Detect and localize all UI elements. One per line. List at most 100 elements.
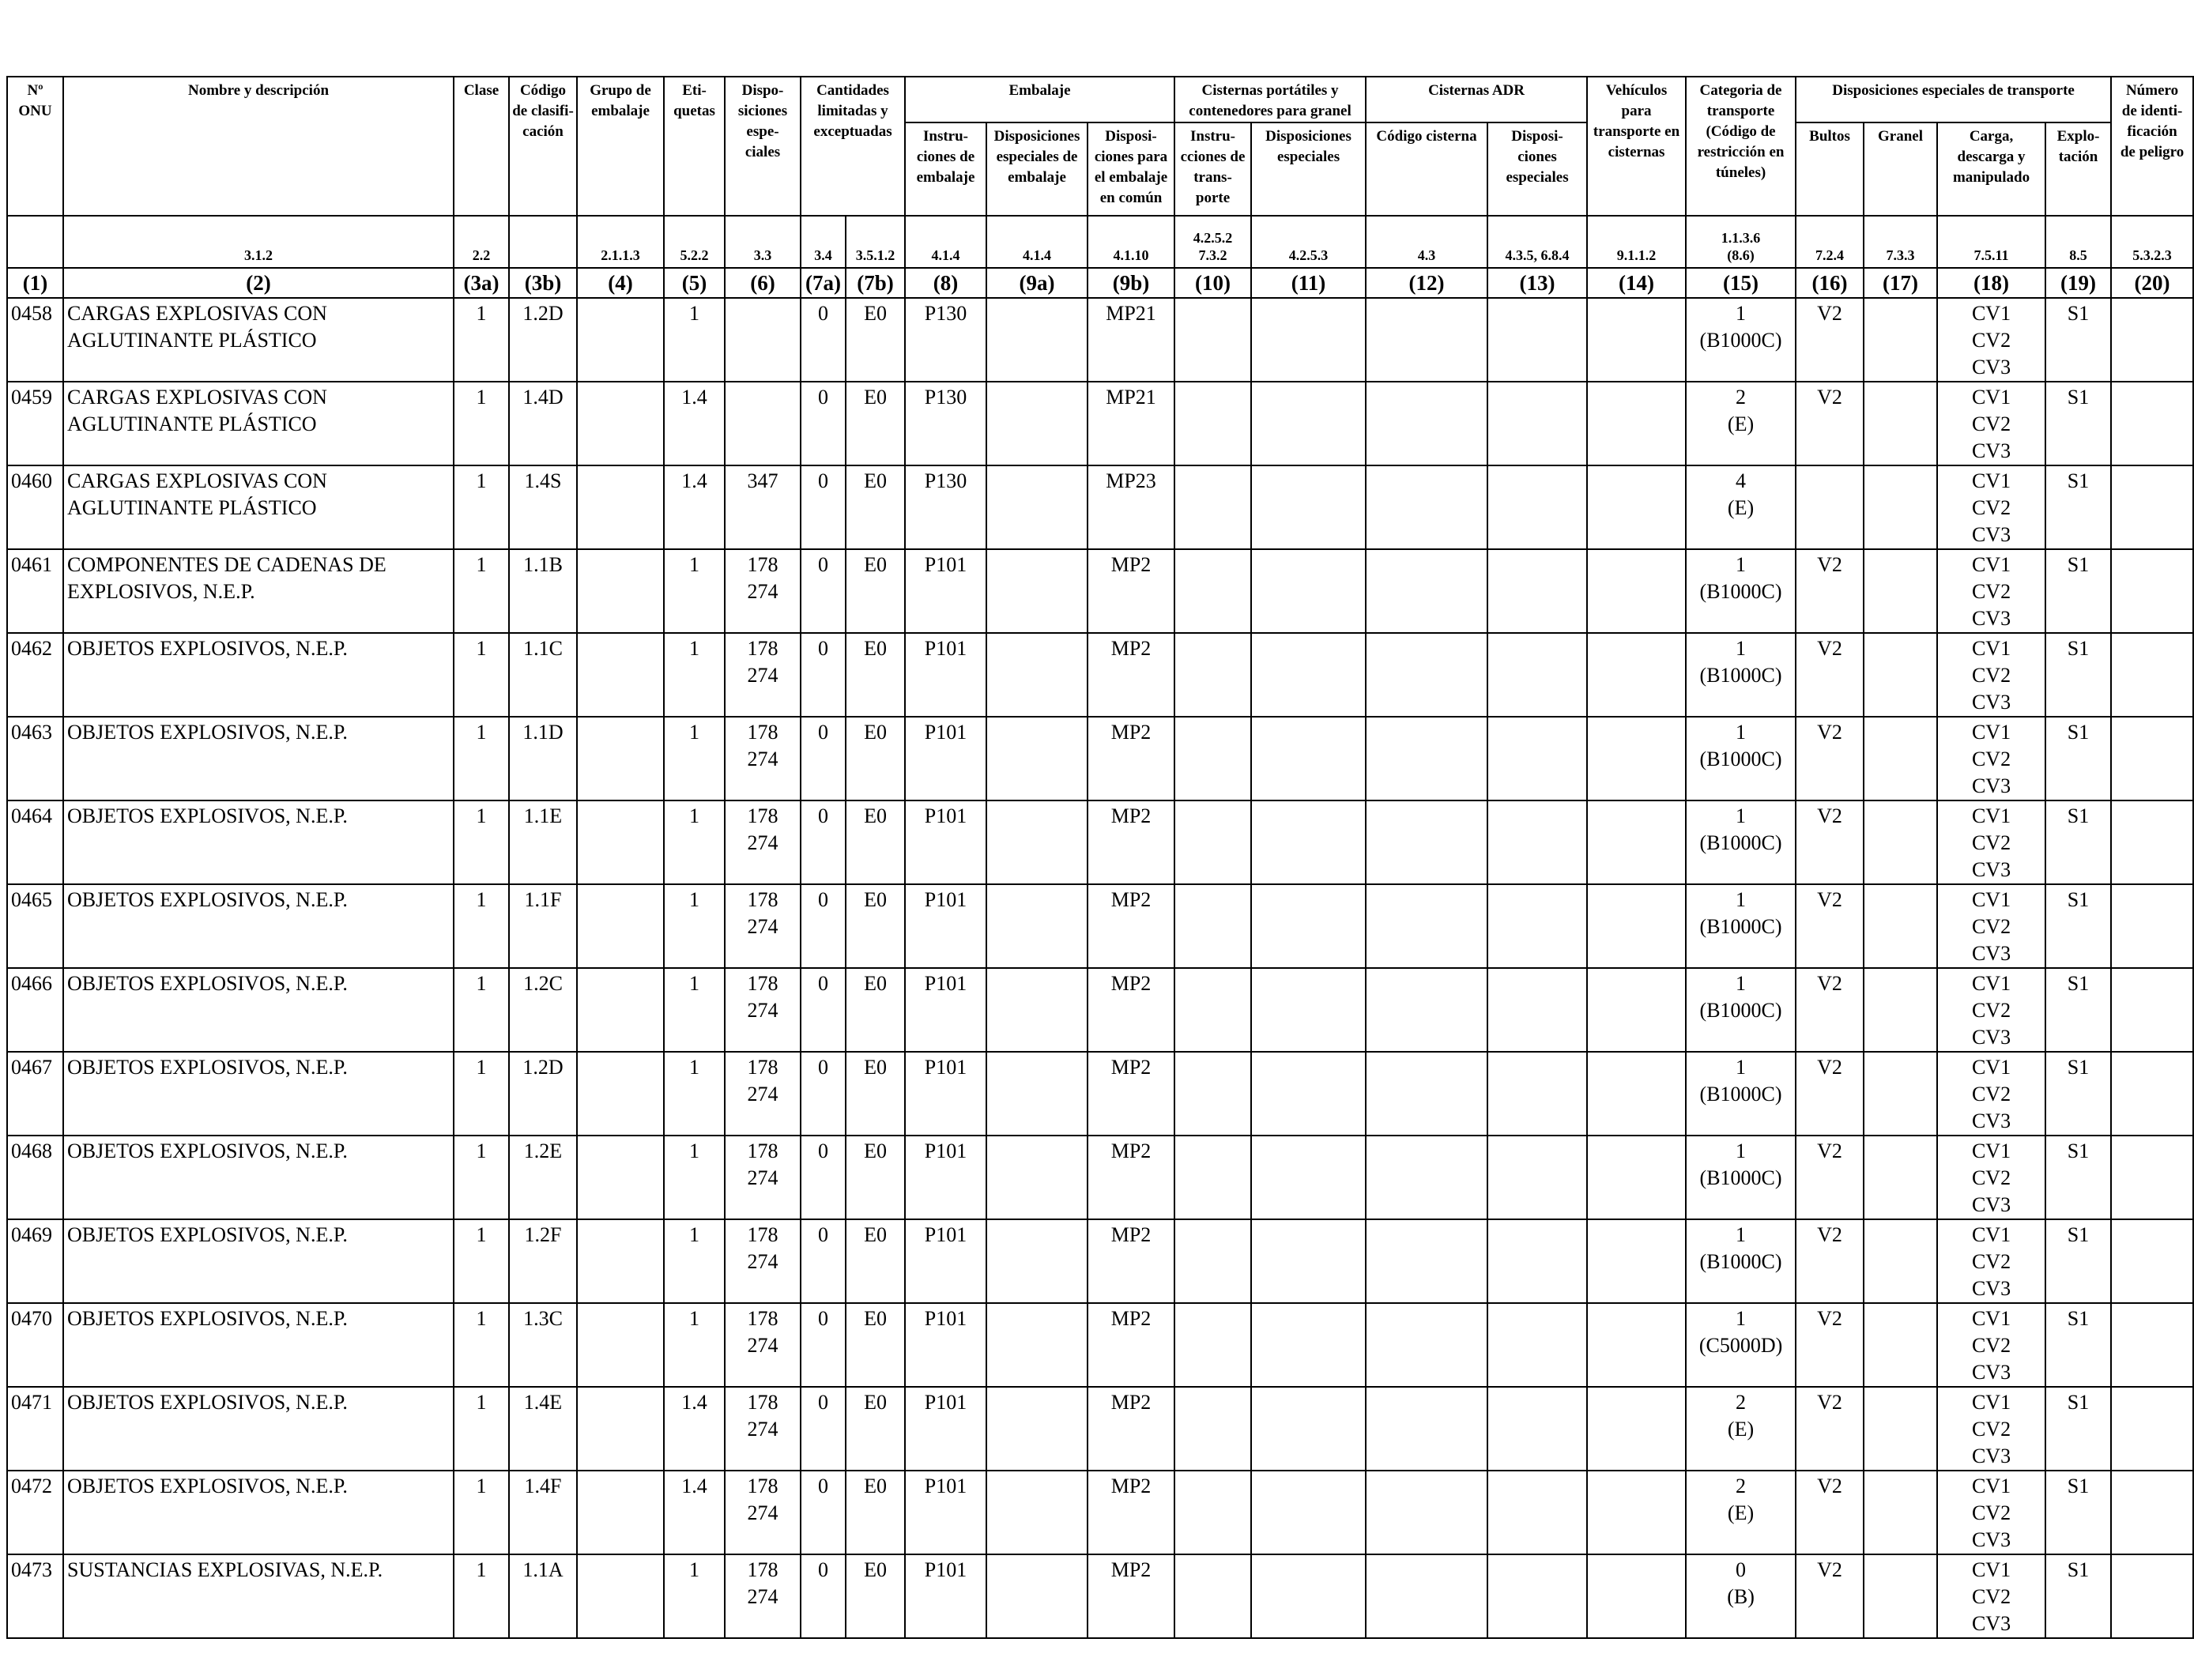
bultos-cell: V2 bbox=[1795, 1386, 1865, 1471]
granel-cell bbox=[1863, 632, 1939, 718]
etiquetas-cell: 1 bbox=[663, 967, 726, 1053]
codigo-cisterna-cell bbox=[1365, 548, 1489, 634]
granel-cell bbox=[1863, 1554, 1939, 1639]
granel-cell bbox=[1863, 800, 1939, 885]
disposiciones-cell: 178 274 bbox=[724, 1554, 801, 1639]
numero-peligro-cell bbox=[2110, 297, 2194, 382]
disp-embalaje-comun-cell: MP2 bbox=[1087, 716, 1176, 801]
cantidades-limitadas-cell: 0 bbox=[800, 381, 846, 466]
bultos-cell: V2 bbox=[1795, 1470, 1865, 1555]
table-row: 0461 COMPONENTES DE CADENAS DE EXPLOSIVOS… bbox=[6, 548, 2194, 634]
cantidades-exceptuadas-cell: E0 bbox=[844, 1135, 907, 1220]
header-codigo-cisterna: Código cisterna bbox=[1365, 122, 1489, 217]
categoria-transporte-cell: 1 (B1000C) bbox=[1685, 1051, 1797, 1136]
clase-cell: 1 bbox=[453, 967, 510, 1053]
table-row: 0465 OBJETOS EXPLOSIVOS, N.E.P. 1 1.1F 1 178 … bbox=[6, 883, 2194, 969]
explotacion-cell: S1 bbox=[2045, 548, 2113, 634]
codigo-cell: 1.4F bbox=[508, 1470, 578, 1555]
grupo-cell bbox=[576, 548, 665, 634]
granel-cell bbox=[1863, 1051, 1939, 1136]
explotacion-cell: S1 bbox=[2045, 381, 2113, 466]
grupo-cell bbox=[576, 800, 665, 885]
codigo-cell: 1.2D bbox=[508, 1051, 578, 1136]
onu-number-cell: 0459 bbox=[6, 381, 64, 466]
etiquetas-cell: 1 bbox=[663, 883, 726, 969]
disp-embalaje-comun-cell: MP2 bbox=[1087, 800, 1176, 885]
onu-number-cell: 0468 bbox=[6, 1135, 64, 1220]
reference-cell: 3.4 bbox=[800, 215, 846, 269]
disp-embalaje-comun-cell: MP2 bbox=[1087, 1051, 1176, 1136]
cantidades-exceptuadas-cell: E0 bbox=[844, 716, 907, 801]
grupo-cell bbox=[576, 716, 665, 801]
disposiciones-cell: 178 274 bbox=[724, 1470, 801, 1555]
column-number-cell: (7b) bbox=[844, 267, 907, 299]
numero-peligro-cell bbox=[2110, 632, 2194, 718]
onu-number-cell: 0469 bbox=[6, 1219, 64, 1304]
numero-peligro-cell bbox=[2110, 716, 2194, 801]
disposiciones-cell: 178 274 bbox=[724, 883, 801, 969]
codigo-cell: 1.2D bbox=[508, 297, 578, 382]
clase-cell: 1 bbox=[453, 1051, 510, 1136]
adr-disposiciones-cell bbox=[1487, 632, 1589, 718]
adr-disposiciones-cell bbox=[1487, 1386, 1589, 1471]
header-grupo-embalaje: Grupo de embalaje bbox=[576, 76, 665, 217]
disposiciones-cell: 178 274 bbox=[724, 1219, 801, 1304]
grupo-cell bbox=[576, 1554, 665, 1639]
disp-especiales-embalaje-cell bbox=[986, 548, 1089, 634]
bultos-cell: V2 bbox=[1795, 800, 1865, 885]
cantidades-limitadas-cell: 0 bbox=[800, 548, 846, 634]
cp-disposiciones-cell bbox=[1250, 800, 1367, 885]
column-number-cell: (17) bbox=[1863, 267, 1939, 299]
instrucciones-transporte-cell bbox=[1174, 800, 1253, 885]
disposiciones-cell: 178 274 bbox=[724, 1386, 801, 1471]
categoria-transporte-cell: 2 (E) bbox=[1685, 381, 1797, 466]
instrucciones-transporte-cell bbox=[1174, 1470, 1253, 1555]
codigo-cell: 1.3C bbox=[508, 1302, 578, 1388]
numero-peligro-cell bbox=[2110, 465, 2194, 550]
header-instrucciones-embalaje: Instru- ciones de embalaje bbox=[904, 122, 988, 217]
header-instrucciones-transporte: Instru- cciones de trans- porte bbox=[1174, 122, 1253, 217]
cantidades-exceptuadas-cell: E0 bbox=[844, 465, 907, 550]
instrucciones-transporte-cell bbox=[1174, 1554, 1253, 1639]
carga-cell: CV1 CV2 CV3 bbox=[1936, 1051, 2047, 1136]
cantidades-exceptuadas-cell: E0 bbox=[844, 1219, 907, 1304]
cantidades-limitadas-cell: 0 bbox=[800, 1051, 846, 1136]
etiquetas-cell: 1 bbox=[663, 1135, 726, 1220]
cantidades-limitadas-cell: 0 bbox=[800, 1219, 846, 1304]
column-number-cell: (2) bbox=[62, 267, 454, 299]
etiquetas-cell: 1 bbox=[663, 1219, 726, 1304]
categoria-transporte-cell: 2 (E) bbox=[1685, 1386, 1797, 1471]
name-cell: OBJETOS EXPLOSIVOS, N.E.P. bbox=[62, 1051, 454, 1136]
vehiculos-cell bbox=[1586, 1302, 1687, 1388]
grupo-cell bbox=[576, 465, 665, 550]
name-cell: OBJETOS EXPLOSIVOS, N.E.P. bbox=[62, 967, 454, 1053]
adr-disposiciones-cell bbox=[1487, 1135, 1589, 1220]
etiquetas-cell: 1.4 bbox=[663, 1470, 726, 1555]
name-cell: OBJETOS EXPLOSIVOS, N.E.P. bbox=[62, 1219, 454, 1304]
codigo-cisterna-cell bbox=[1365, 381, 1489, 466]
adr-disposiciones-cell bbox=[1487, 465, 1589, 550]
disp-embalaje-comun-cell: MP2 bbox=[1087, 883, 1176, 969]
disp-especiales-embalaje-cell bbox=[986, 1470, 1089, 1555]
disp-embalaje-comun-cell: MP2 bbox=[1087, 1135, 1176, 1220]
header-disp-especiales-embalaje: Disposiciones especiales de embalaje bbox=[986, 122, 1089, 217]
disp-especiales-embalaje-cell bbox=[986, 967, 1089, 1053]
clase-cell: 1 bbox=[453, 883, 510, 969]
instrucciones-embalaje-cell: P101 bbox=[904, 632, 988, 718]
grupo-cell bbox=[576, 883, 665, 969]
instrucciones-embalaje-cell: P101 bbox=[904, 1135, 988, 1220]
codigo-cell: 1.1E bbox=[508, 800, 578, 885]
categoria-transporte-cell: 4 (E) bbox=[1685, 465, 1797, 550]
codigo-cisterna-cell bbox=[1365, 1386, 1489, 1471]
grupo-cell bbox=[576, 381, 665, 466]
codigo-cell: 1.4D bbox=[508, 381, 578, 466]
bultos-cell: V2 bbox=[1795, 1554, 1865, 1639]
adr-disposiciones-cell bbox=[1487, 800, 1589, 885]
reference-cell bbox=[6, 215, 64, 269]
grupo-cell bbox=[576, 967, 665, 1053]
bultos-cell: V2 bbox=[1795, 632, 1865, 718]
cantidades-exceptuadas-cell: E0 bbox=[844, 1386, 907, 1471]
name-cell: OBJETOS EXPLOSIVOS, N.E.P. bbox=[62, 1135, 454, 1220]
reference-cell: 9.1.1.2 bbox=[1586, 215, 1687, 269]
carga-cell: CV1 CV2 CV3 bbox=[1936, 967, 2047, 1053]
